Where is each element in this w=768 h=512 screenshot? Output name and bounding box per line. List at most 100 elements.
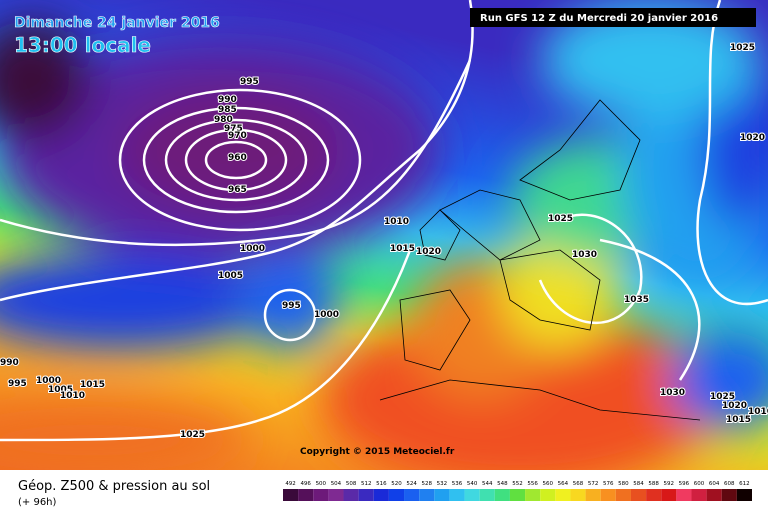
- scale-swatch: [676, 489, 692, 501]
- scale-swatch: [570, 489, 586, 501]
- isobar-label: 985: [218, 105, 237, 115]
- scale-label: 584: [633, 481, 644, 487]
- copyright: Copyright © 2015 Meteociel.fr: [300, 447, 455, 457]
- scale-label: 588: [648, 481, 659, 487]
- scale-swatch: [525, 489, 541, 501]
- scale-label: 532: [437, 481, 448, 487]
- scale-swatch: [721, 489, 737, 501]
- scale-swatch: [509, 489, 526, 501]
- isobar-label: 965: [228, 185, 247, 195]
- scale-label: 548: [497, 481, 508, 487]
- scale-swatch: [298, 489, 314, 501]
- isobar-label: 1025: [710, 392, 735, 402]
- scale-swatch: [615, 489, 631, 501]
- scale-label: 504: [331, 481, 342, 487]
- scale-label: 592: [664, 481, 675, 487]
- scale-swatch: [600, 489, 616, 501]
- isobar-label: 960: [228, 153, 247, 163]
- scale-swatch: [706, 489, 722, 501]
- scale-swatch: [630, 489, 647, 501]
- scale-swatch: [585, 489, 601, 501]
- scale-swatch: [328, 489, 344, 501]
- scale-label: 576: [603, 481, 614, 487]
- scale-label: 540: [467, 481, 478, 487]
- isobar-label: 1010: [60, 391, 85, 401]
- scale-label: 552: [512, 481, 523, 487]
- isobar-label: 1005: [48, 385, 73, 395]
- isobar-label: 1025: [180, 430, 205, 440]
- scale-swatch: [419, 489, 435, 501]
- isobar-label: 995: [282, 301, 301, 311]
- isobar-label: 1000: [36, 376, 61, 386]
- scale-label: 508: [346, 481, 357, 487]
- isobar-label: 990: [218, 95, 237, 105]
- isobar-label: 1010: [384, 217, 409, 227]
- scale-label: 556: [527, 481, 538, 487]
- scale-swatch: [464, 489, 480, 501]
- isobar-label: 1025: [730, 43, 755, 53]
- isobar-label: 1035: [624, 295, 649, 305]
- scale-label: 500: [316, 481, 327, 487]
- isobar-label: 975: [224, 124, 243, 134]
- scale-swatch: [388, 489, 405, 501]
- scale-swatch: [736, 489, 752, 501]
- isobar-label: 995: [240, 77, 259, 87]
- isobar-label: 1020: [416, 247, 441, 257]
- run-box: [470, 8, 756, 27]
- isobar-label: 1005: [218, 271, 243, 281]
- color-scale: 492 496 500 504 508 512 516 520 524 528 532 536 540 5…: [283, 481, 752, 501]
- scale-swatch: [479, 489, 495, 501]
- scale-label: 612: [739, 481, 750, 487]
- isobar-label: 1020: [740, 133, 765, 143]
- isobar-label: 1020: [722, 401, 747, 411]
- scale-label: 520: [391, 481, 402, 487]
- scale-swatch: [313, 489, 329, 501]
- scale-swatch: [343, 489, 359, 501]
- scale-label: 568: [573, 481, 584, 487]
- scale-swatch: [661, 489, 677, 501]
- scale-swatch: [283, 489, 299, 501]
- date-label: Dimanche 24 janvier 2016: [14, 15, 220, 31]
- scale-label: 512: [361, 481, 372, 487]
- isobar-label: 980: [214, 115, 233, 125]
- isobar-label: 1010: [748, 407, 768, 417]
- time-label: 13:00 locale: [14, 33, 151, 57]
- footer-title: Géop. Z500 & pression au sol: [18, 479, 210, 494]
- isobar-label: 1015: [726, 415, 751, 425]
- scale-label: 496: [300, 481, 311, 487]
- scale-label: 536: [452, 481, 463, 487]
- scale-label: 560: [543, 481, 554, 487]
- scale-label: 600: [694, 481, 705, 487]
- footer-subtitle: (+ 96h): [18, 497, 57, 508]
- isobar-label: 1015: [390, 244, 415, 254]
- scale-swatch: [494, 489, 510, 501]
- isobar-label: 990: [0, 358, 19, 368]
- isobar-label: 1015: [80, 380, 105, 390]
- scale-label: 524: [406, 481, 417, 487]
- scale-swatch: [404, 489, 420, 501]
- isobar-labels: 9959909859809759709609651000100599510001…: [0, 42, 768, 441]
- isobar-label: 1030: [572, 250, 597, 260]
- run-label: Run GFS 12 Z du Mercredi 20 janvier 2016: [480, 13, 718, 24]
- scale-swatch: [434, 489, 450, 501]
- scale-label: 516: [376, 481, 387, 487]
- scale-label: 608: [724, 481, 735, 487]
- scale-label: 604: [709, 481, 720, 487]
- isobar-label: 1000: [240, 244, 265, 254]
- scale-swatch: [691, 489, 707, 501]
- isobar-label: 1025: [548, 214, 573, 224]
- scale-label: 580: [618, 481, 629, 487]
- scale-swatch: [373, 489, 389, 501]
- scale-swatch: [555, 489, 571, 501]
- isobar-label: 1030: [660, 388, 685, 398]
- scale-label: 528: [421, 481, 432, 487]
- scale-label: 596: [679, 481, 690, 487]
- scale-swatch: [540, 489, 556, 501]
- scale-swatch: [646, 489, 662, 501]
- scale-label: 564: [558, 481, 569, 487]
- field: [0, 0, 768, 490]
- isobar-label: 1000: [314, 310, 339, 320]
- scale-label: 492: [285, 481, 296, 487]
- scale-swatch: [449, 489, 465, 501]
